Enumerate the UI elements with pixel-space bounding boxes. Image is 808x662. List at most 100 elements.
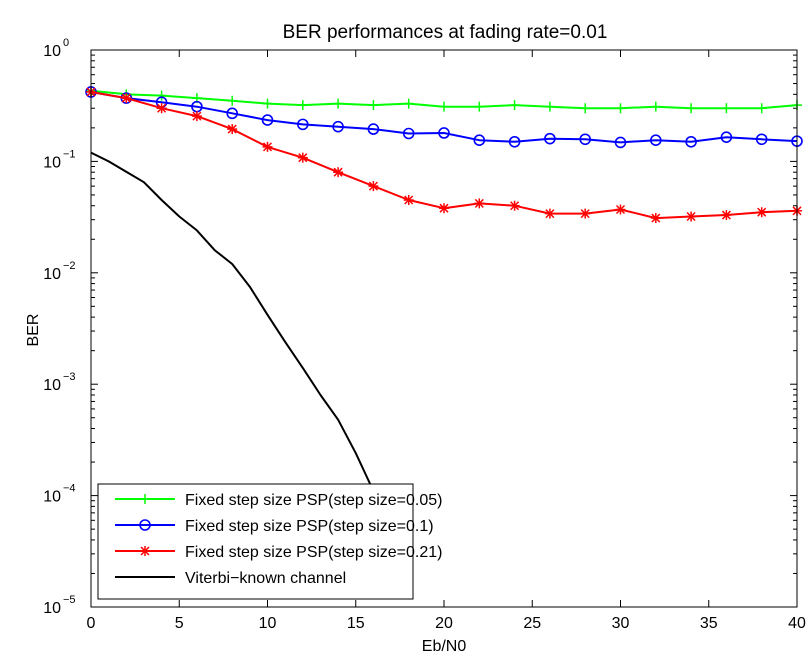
y-tick-base: 10 (43, 377, 61, 394)
y-tick-base: 10 (43, 154, 61, 171)
legend-marker (140, 546, 150, 556)
marker-stroke (439, 203, 449, 213)
series-lines (85, 85, 803, 492)
marker-stroke (474, 198, 484, 208)
data-point (544, 132, 556, 145)
data-point (580, 103, 591, 114)
data-point (544, 208, 555, 219)
data-point (438, 127, 450, 139)
data-point (650, 101, 661, 112)
legend-label: Fixed step size PSP(step size=0.21) (185, 544, 442, 561)
data-point (402, 127, 415, 140)
legend-label: Fixed step size PSP(step size=0.1) (185, 518, 434, 535)
y-tick-label: 10 −2 (43, 260, 75, 283)
data-point (367, 123, 380, 135)
legend-marker (139, 519, 151, 531)
data-point (439, 203, 449, 214)
data-point (755, 133, 768, 146)
data-point (368, 100, 379, 111)
series-3 (86, 86, 802, 224)
legend: Fixed step size PSP(step size=0.05) Fixed… (97, 483, 442, 600)
data-point (474, 101, 485, 112)
data-point (403, 195, 414, 206)
data-point (686, 211, 697, 222)
y-tick-exponent: −4 (63, 483, 76, 495)
marker-stroke (615, 204, 626, 215)
marker-stroke (757, 207, 767, 217)
data-point (156, 90, 167, 101)
legend-label: Viterbi−known channel (185, 570, 346, 587)
y-tick-base: 10 (43, 43, 61, 60)
data-point (368, 181, 379, 192)
y-tick-exponent: −5 (63, 594, 76, 606)
y-tick-base: 10 (43, 266, 61, 283)
y-tick-exponent: −3 (63, 371, 76, 383)
marker-stroke (686, 211, 696, 222)
data-point (721, 103, 732, 114)
legend-item-4: Viterbi−known channel (115, 570, 346, 587)
data-point (650, 213, 661, 224)
data-point (333, 167, 344, 178)
x-tick-label: 25 (523, 615, 541, 632)
x-tick-label: 10 (259, 615, 277, 632)
y-tick-exponent: −1 (63, 148, 76, 160)
x-axis-label: Eb/N0 (422, 638, 467, 655)
y-tick-label: 10 −4 (43, 483, 75, 506)
x-tick-label: 30 (612, 615, 630, 632)
legend-item-3: Fixed step size PSP(step size=0.21) (115, 544, 442, 561)
marker-stroke (157, 103, 167, 113)
x-tick-label: 20 (435, 615, 453, 632)
x-tick-labels: 0 5 10 15 20 25 30 35 40 (87, 615, 806, 632)
legend-marker (140, 494, 150, 504)
y-tick-label: 10 −1 (43, 148, 75, 171)
marker-stroke (227, 124, 237, 134)
marker-stroke (368, 181, 378, 191)
data-point (685, 135, 697, 148)
data-point (686, 103, 697, 114)
data-point (615, 204, 626, 215)
marker-stroke (651, 213, 661, 223)
series-line (90, 151, 375, 492)
data-point (509, 100, 520, 111)
legend-box (97, 483, 414, 600)
legend-item-1: Fixed step size PSP(step size=0.05) (115, 492, 442, 509)
data-point (439, 101, 449, 112)
axes-box (90, 49, 798, 608)
data-point (756, 103, 767, 114)
x-tick-label: 0 (87, 615, 96, 632)
data-point (261, 114, 274, 126)
data-point (296, 118, 309, 131)
marker-stroke (721, 210, 731, 220)
marker-stroke (404, 195, 414, 205)
data-point (721, 210, 732, 221)
data-point (333, 98, 344, 109)
y-tick-label: 10 0 (43, 37, 69, 60)
series-4 (90, 151, 375, 492)
legend-label: Fixed step size PSP(step size=0.05) (185, 492, 442, 509)
data-point (227, 95, 238, 106)
data-point (227, 124, 238, 135)
y-axis-label: BER (25, 314, 42, 347)
y-tick-exponent: −2 (63, 260, 76, 272)
marker-stroke (510, 201, 520, 211)
data-point (262, 141, 273, 152)
data-point (332, 120, 344, 133)
data-point (544, 101, 555, 112)
data-point (262, 98, 273, 109)
marker-stroke (262, 142, 273, 152)
y-tick-base: 10 (43, 489, 61, 506)
data-point (156, 103, 167, 114)
legend-item-2: Fixed step size PSP(step size=0.1) (115, 518, 434, 535)
data-point (473, 134, 486, 146)
data-point (403, 98, 414, 109)
y-tick-exponent: 0 (63, 37, 69, 49)
data-point (226, 107, 238, 120)
chart-title: BER performances at fading rate=0.01 (283, 22, 608, 43)
marker-stroke (298, 153, 308, 163)
x-tick-label: 35 (700, 615, 718, 632)
series-line (90, 91, 798, 144)
marker-stroke (140, 546, 150, 556)
marker-stroke (580, 209, 590, 219)
